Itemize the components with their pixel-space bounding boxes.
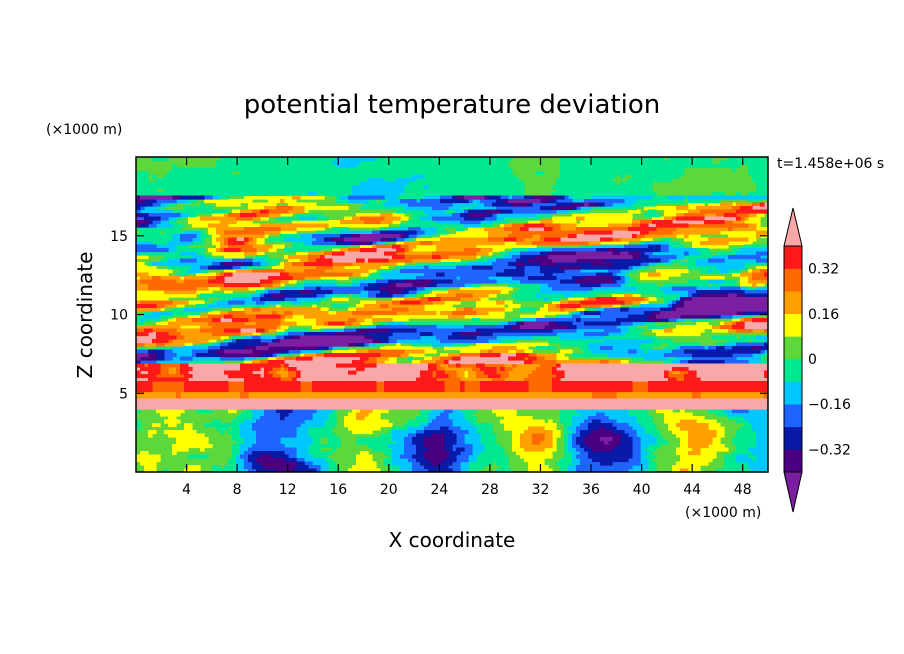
- x-tick-label: 36: [582, 482, 600, 498]
- x-tick-label: 20: [380, 482, 398, 498]
- colorbar-band: [784, 426, 802, 450]
- x-tick-label: 32: [532, 482, 550, 498]
- contour-band-2: [136, 157, 768, 472]
- x-axis: 4 8 12 16 20 24 28 32 36 40 44 48: [182, 157, 752, 498]
- y-axis-label: Z coordinate: [73, 252, 97, 379]
- x-tick-label: 40: [633, 482, 651, 498]
- contour-band-9: [136, 195, 768, 445]
- colorbar-tick-label: 0.16: [808, 307, 839, 323]
- x-axis-label: X coordinate: [389, 528, 516, 552]
- x-tick-label: 28: [481, 482, 499, 498]
- x-tick-label: 48: [734, 482, 752, 498]
- y-tick-label: 5: [119, 386, 128, 402]
- x-tick-label: 12: [279, 482, 297, 498]
- contour-band-7: [136, 195, 768, 472]
- colorbar-tick-label: −0.32: [808, 442, 851, 458]
- colorbar-band: [784, 268, 802, 292]
- contour-band-11: [136, 202, 768, 393]
- contour-band-1: [136, 195, 768, 472]
- y-axis: 5 10 15: [110, 229, 768, 402]
- colorbar-band: [784, 381, 802, 405]
- y-tick-label: 15: [110, 229, 128, 245]
- colorbar-band: [784, 246, 802, 269]
- x-tick-label: 24: [430, 482, 448, 498]
- colorbar-extend-max: [783, 207, 803, 247]
- colorbar-frame: [783, 245, 803, 473]
- colorbar: 0.32 0.16 0 −0.16 −0.32: [783, 207, 851, 513]
- time-label: t=1.458e+06 s: [777, 156, 884, 172]
- colorbar-band: [784, 336, 802, 360]
- contour-band-6: [136, 195, 761, 472]
- colorbar-band: [784, 449, 802, 473]
- colorbar-band: [784, 313, 802, 337]
- chart-title: potential temperature deviation: [244, 90, 660, 120]
- x-tick-label: 4: [182, 482, 191, 498]
- contour-band-5: [136, 195, 768, 472]
- heatmap-field: [136, 157, 768, 472]
- contour-band-8: [136, 202, 768, 445]
- colorbar-tick-label: 0.32: [808, 262, 839, 278]
- y-tick-label: 10: [110, 308, 128, 324]
- contour-band-0: [136, 157, 768, 472]
- x-tick-label: 16: [329, 482, 347, 498]
- x-tick-label: 44: [683, 482, 701, 498]
- colorbar-band: [784, 404, 802, 428]
- colorbar-band: [784, 359, 802, 382]
- colorbar-tick-label: −0.16: [808, 397, 851, 413]
- colorbar-band: [784, 291, 802, 315]
- x-axis-unit: (×1000 m): [685, 505, 761, 521]
- y-axis-unit: (×1000 m): [46, 122, 122, 138]
- x-tick-label: 8: [233, 482, 242, 498]
- colorbar-tick-label: 0: [808, 352, 817, 368]
- colorbar-extend-min: [783, 471, 803, 513]
